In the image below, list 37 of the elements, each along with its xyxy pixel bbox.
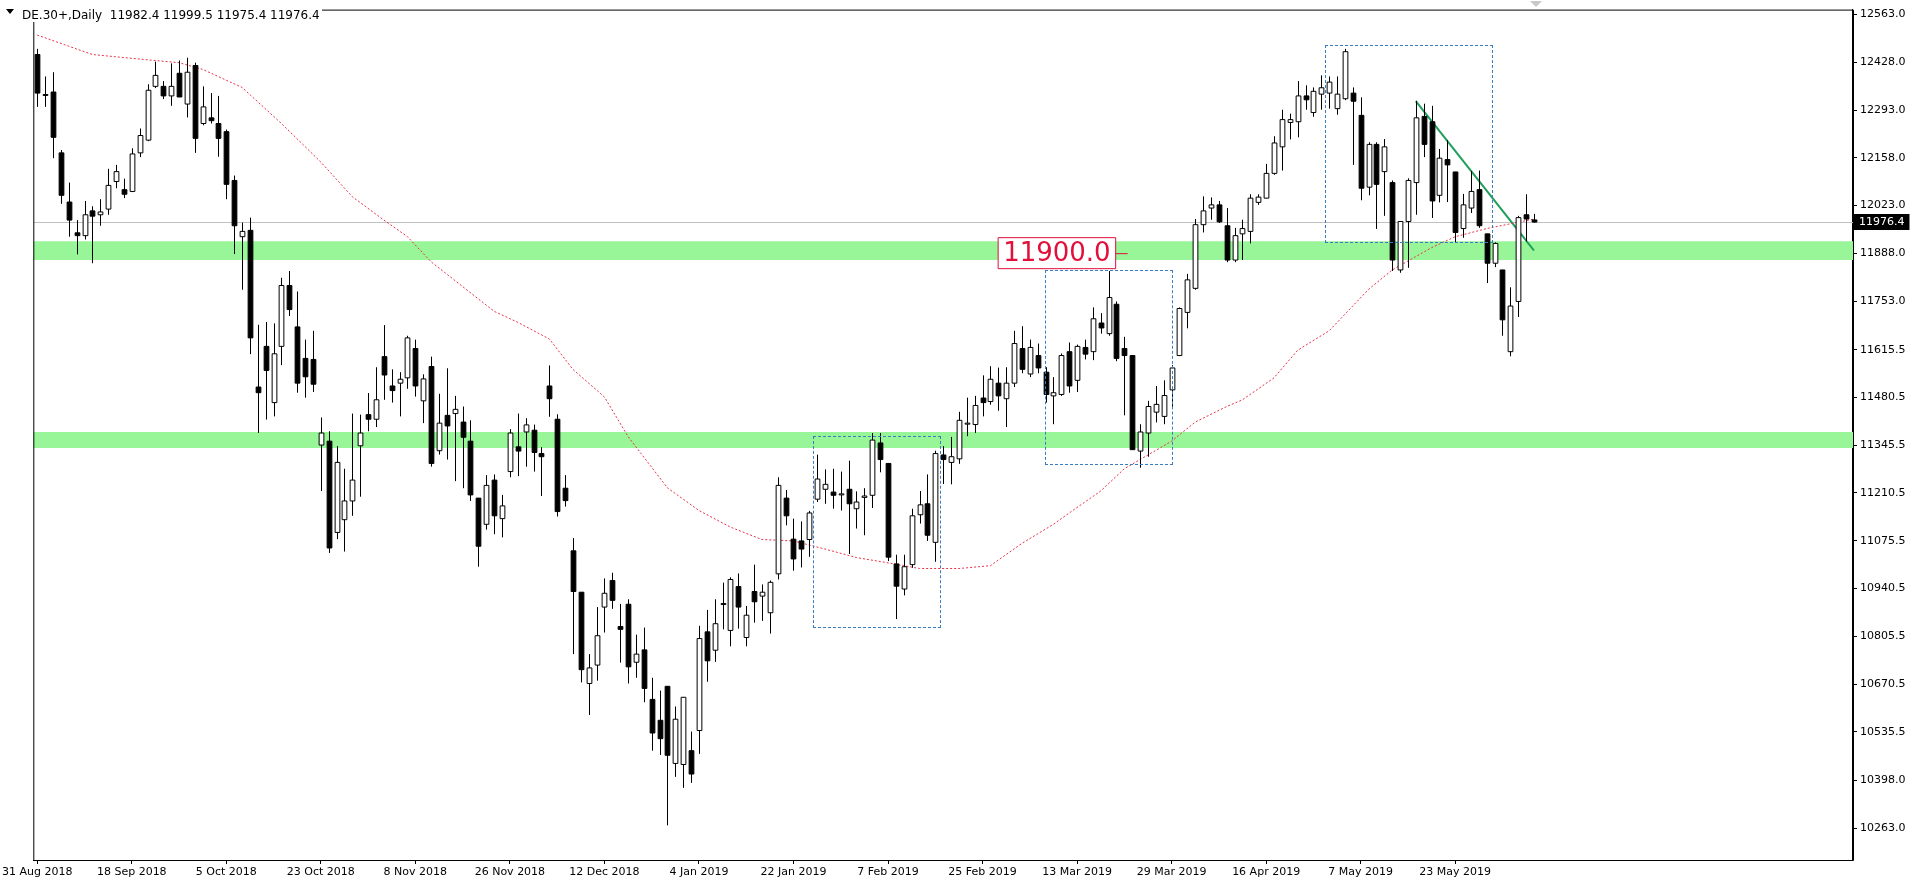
y-tick-label: 12563.0 (1860, 7, 1906, 21)
y-tick-label: 11615.5 (1860, 342, 1906, 356)
y-tick-label: 11480.5 (1860, 390, 1906, 404)
x-tick-label: 7 Feb 2019 (857, 865, 919, 879)
x-tick-label: 18 Sep 2018 (96, 865, 167, 879)
y-tick-label: 10940.5 (1860, 581, 1906, 595)
y-tick-label: 12293.0 (1860, 102, 1906, 116)
x-tick-label: 31 Aug 2018 (2, 865, 73, 879)
y-tick-label: 12428.0 (1860, 55, 1906, 69)
y-tick-label: 11075.5 (1860, 533, 1906, 547)
x-tick-label: 23 Oct 2018 (286, 865, 355, 879)
x-tick-label: 5 Oct 2018 (195, 865, 257, 879)
x-tick-label: 23 May 2019 (1419, 865, 1492, 879)
annotation: 11900.0 (1003, 237, 1111, 268)
x-tick-label: 4 Jan 2019 (669, 865, 729, 879)
y-tick-label: 11888.0 (1860, 246, 1906, 260)
x-tick-label: 7 May 2019 (1328, 865, 1394, 879)
x-tick-label: 16 Apr 2019 (1232, 865, 1301, 879)
x-tick-label: 26 Nov 2018 (474, 865, 546, 879)
x-tick-label: 25 Feb 2019 (948, 865, 1017, 879)
x-tick-label: 13 Mar 2019 (1042, 865, 1112, 879)
y-tick-label: 12023.0 (1860, 198, 1906, 212)
y-tick-label: 10535.5 (1860, 724, 1906, 738)
y-tick-label: 11210.5 (1860, 485, 1906, 499)
x-tick-label: 12 Dec 2018 (569, 865, 640, 879)
y-tick-label: 10670.5 (1860, 676, 1906, 690)
y-tick-label: 11753.0 (1860, 293, 1906, 307)
chart-title: DE.30+,Daily 11982.4 11999.5 11975.4 11976.4 (20, 8, 322, 22)
y-tick-label: 11345.5 (1860, 438, 1906, 452)
x-tick-label: 29 Mar 2019 (1136, 865, 1207, 879)
ref-line-label: 11976.4 (1859, 214, 1905, 228)
x-tick-label: 22 Jan 2019 (760, 865, 827, 879)
x-tick-label: 8 Nov 2018 (383, 865, 448, 879)
y-tick-label: 10805.5 (1860, 629, 1906, 643)
y-tick-label: 10398.0 (1860, 773, 1906, 787)
y-tick-label: 12158.0 (1860, 150, 1906, 164)
y-tick-label: 10263.0 (1860, 821, 1906, 835)
